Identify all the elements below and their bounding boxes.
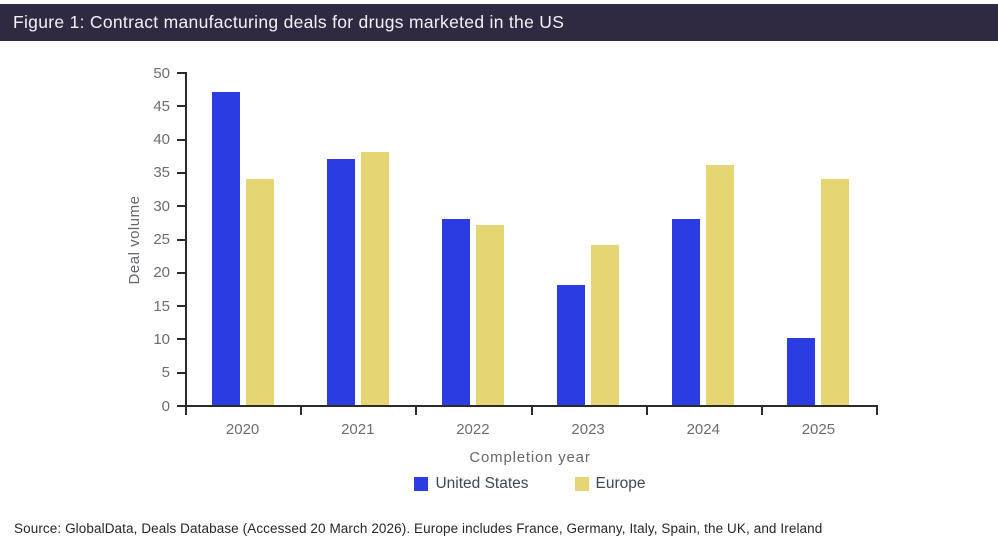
x-tick-label-2021: 2021 bbox=[341, 421, 375, 438]
bar-united-states-2022 bbox=[441, 218, 470, 405]
bar-united-states-2020 bbox=[211, 91, 240, 405]
bar-europe-2021 bbox=[360, 151, 389, 405]
figure-title-bar: Figure 1: Contract manufacturing deals f… bbox=[0, 4, 998, 41]
x-tick bbox=[300, 407, 303, 415]
x-tick bbox=[645, 407, 648, 415]
source-note: Source: GlobalData, Deals Database (Acce… bbox=[14, 521, 823, 536]
x-tick-label-2025: 2025 bbox=[801, 421, 836, 438]
legend-label-united-states: United States bbox=[435, 475, 529, 492]
y-tick-label: 40 bbox=[153, 131, 170, 149]
x-tick-label-2022: 2022 bbox=[456, 421, 490, 438]
x-tick bbox=[415, 407, 418, 415]
x-tick-label-2020: 2020 bbox=[225, 421, 260, 438]
bar-united-states-2023 bbox=[557, 285, 586, 405]
legend: United States Europe bbox=[0, 475, 998, 493]
y-tick-label: 15 bbox=[153, 297, 170, 315]
y-tick bbox=[177, 238, 185, 241]
y-tick bbox=[177, 338, 185, 341]
x-axis-title: Completion year bbox=[469, 449, 591, 466]
legend-item-europe: Europe bbox=[574, 475, 646, 493]
bar-united-states-2024 bbox=[672, 218, 701, 405]
x-tick bbox=[876, 407, 878, 415]
y-tick bbox=[177, 72, 185, 74]
y-axis-title: Deal volume bbox=[126, 195, 143, 285]
bar-europe-2022 bbox=[475, 225, 504, 405]
legend-swatch-united-states bbox=[414, 477, 429, 491]
y-tick-label: 10 bbox=[153, 330, 170, 348]
y-tick bbox=[177, 271, 185, 274]
bar-united-states-2021 bbox=[326, 158, 355, 405]
legend-label-europe: Europe bbox=[595, 475, 646, 492]
y-tick-label: 0 bbox=[161, 397, 170, 415]
x-tick-label-2023: 2023 bbox=[571, 421, 605, 438]
x-tick-label-2024: 2024 bbox=[686, 421, 720, 438]
y-tick bbox=[177, 305, 185, 308]
y-tick-label: 20 bbox=[153, 264, 170, 282]
y-tick-label: 45 bbox=[153, 97, 170, 115]
legend-swatch-europe bbox=[574, 477, 589, 491]
y-axis-line bbox=[185, 72, 187, 407]
bar-europe-2025 bbox=[821, 178, 850, 405]
y-tick bbox=[177, 371, 185, 374]
bar-united-states-2025 bbox=[787, 338, 816, 405]
legend-item-united-states: United States bbox=[414, 475, 529, 493]
y-tick bbox=[177, 205, 185, 208]
y-tick-label: 25 bbox=[153, 231, 170, 248]
x-tick bbox=[185, 407, 187, 415]
bar-europe-2024 bbox=[706, 165, 735, 405]
y-tick bbox=[177, 138, 185, 141]
bar-europe-2020 bbox=[245, 178, 274, 405]
y-tick bbox=[177, 105, 185, 108]
y-tick bbox=[177, 405, 185, 407]
bar-europe-2023 bbox=[591, 245, 620, 405]
x-axis-line bbox=[185, 405, 878, 407]
x-tick bbox=[530, 407, 533, 415]
y-tick-label: 35 bbox=[153, 164, 170, 182]
y-tick-label: 30 bbox=[153, 197, 170, 215]
x-tick bbox=[760, 407, 763, 415]
figure-title: Figure 1: Contract manufacturing deals f… bbox=[13, 12, 565, 32]
y-tick-label: 5 bbox=[161, 364, 170, 382]
y-tick-label: 50 bbox=[153, 64, 170, 82]
y-tick bbox=[177, 171, 185, 174]
